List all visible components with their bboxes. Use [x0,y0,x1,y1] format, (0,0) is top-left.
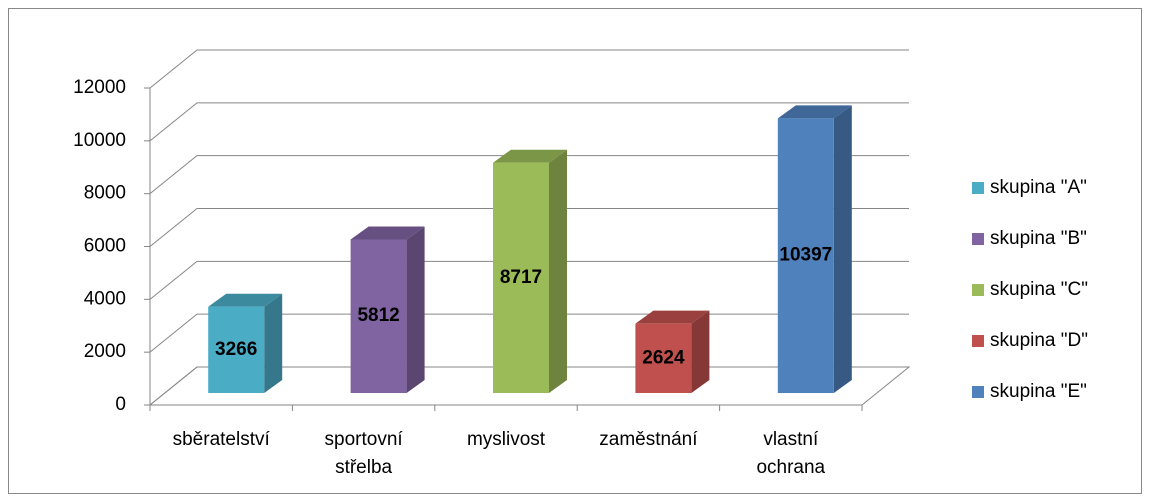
bar [350,239,407,393]
x-tick-label: sběratelství [173,429,271,450]
y-tick-label: 6000 [84,236,126,257]
data-label: 10397 [779,245,832,266]
legend-label: skupina "B" [990,228,1087,249]
legend-label: skupina "C" [990,279,1088,300]
chart-border [8,8,1142,494]
bar-top [777,105,852,119]
bar [635,323,692,393]
legend-swatch [972,233,984,245]
y-tick-label: 2000 [84,341,126,362]
data-label: 5812 [357,305,399,326]
bar-side [264,293,283,393]
legend-swatch [972,284,984,296]
bar-side [691,310,710,393]
x-tick-label: myslivost [467,429,546,450]
legend-swatch [972,182,984,194]
bar [493,162,549,393]
bar-top [208,293,283,307]
grid-line [149,155,909,195]
legend-swatch [972,386,984,398]
y-tick-label: 10000 [73,130,126,151]
bar-top [635,310,710,324]
x-tick-label: zaměstnání [599,429,698,450]
bar-top [493,149,567,163]
y-tick-label: 12000 [73,77,126,98]
data-label: 2624 [642,347,685,368]
bar [208,306,265,393]
x-tick-label: sportovní střelba [325,429,404,478]
x-tick-label: vlastní ochrana [756,429,825,478]
bar [777,118,834,393]
legend-label: skupina "E" [990,381,1087,402]
grid-line [149,49,909,89]
bar-side [406,226,425,393]
grid-line [149,208,909,247]
y-tick-label: 8000 [84,183,126,204]
legend-swatch [972,335,984,347]
grid-line [149,260,909,300]
data-label: 3266 [215,339,257,360]
data-label: 8717 [500,267,542,288]
y-tick-label: 4000 [84,288,126,309]
legend-label: skupina "D" [990,330,1088,351]
y-tick-label: 0 [115,394,126,415]
grid-line [149,102,909,142]
bar-side [833,105,852,393]
legend-label: skupina "A" [990,177,1087,198]
bar-side [549,149,567,393]
bar-top [350,226,425,240]
